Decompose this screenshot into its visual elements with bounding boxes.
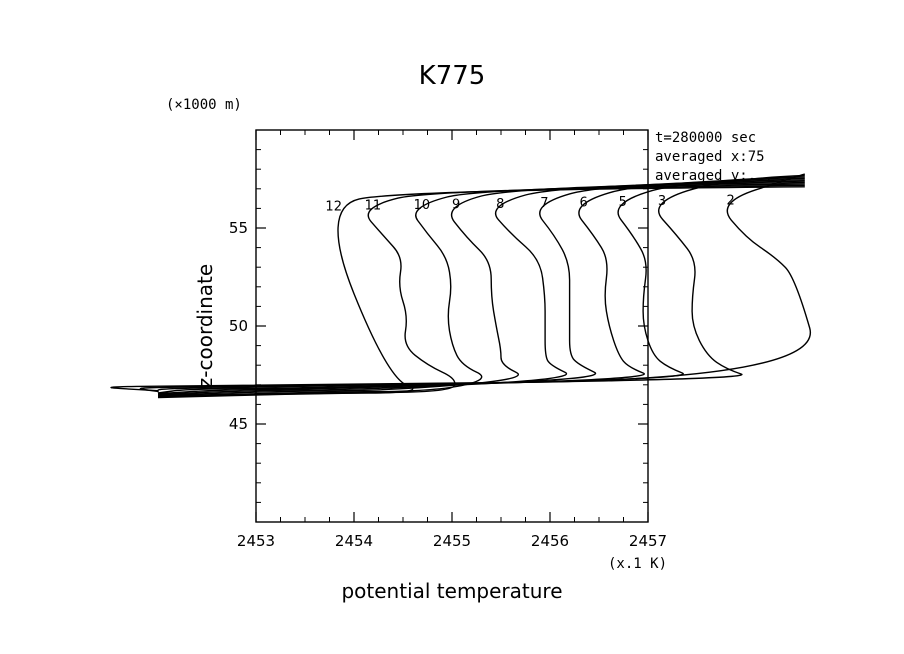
x-tick-label: 2455 — [433, 532, 471, 550]
contour-lines — [110, 173, 812, 399]
x-axis-label: potential temperature — [341, 579, 562, 603]
contour-line — [157, 186, 805, 399]
contour-label: 2 — [726, 194, 734, 209]
x-tick-label: 2457 — [629, 532, 667, 550]
annotation-line: averaged x:75 — [655, 149, 765, 165]
y-unit-label: (×1000 m) — [166, 97, 242, 113]
contour-line — [110, 173, 812, 392]
x-tick-label: 2456 — [531, 532, 569, 550]
contour-line — [157, 181, 805, 396]
contour-labels: 12 11 10 9 8 7 6 5 3 2 — [325, 194, 734, 215]
x-unit-label: (x.1 K) — [608, 556, 667, 572]
chart-title: K775 — [419, 61, 486, 91]
contour-line — [157, 183, 805, 397]
y-axis-label: z-coordinate — [193, 264, 217, 388]
contour-label: 12 — [325, 199, 342, 214]
x-axis-ticks: 2453 2454 2455 2456 2457 — [237, 130, 667, 550]
annotation-line: t=280000 sec — [655, 130, 756, 146]
y-tick-label: 50 — [229, 317, 248, 335]
contour-label: 3 — [658, 194, 666, 209]
contour-label: 5 — [619, 195, 627, 210]
contour-line — [157, 177, 805, 394]
contour-line — [157, 184, 805, 398]
contour-label: 11 — [365, 199, 382, 214]
contour-label: 9 — [452, 197, 460, 212]
x-tick-label: 2453 — [237, 532, 275, 550]
y-tick-label: 55 — [229, 219, 248, 237]
contour-line — [157, 179, 805, 395]
x-tick-label: 2454 — [335, 532, 373, 550]
y-tick-label: 45 — [229, 415, 248, 433]
contour-line — [139, 174, 805, 393]
contour-label: 8 — [496, 197, 504, 212]
contour-line — [157, 176, 805, 393]
contour-label: 10 — [414, 198, 431, 213]
contour-label: 6 — [579, 195, 587, 210]
contour-label: 7 — [540, 196, 548, 211]
contour-line — [157, 180, 805, 396]
y-axis-ticks: 45 50 55 — [229, 129, 648, 523]
